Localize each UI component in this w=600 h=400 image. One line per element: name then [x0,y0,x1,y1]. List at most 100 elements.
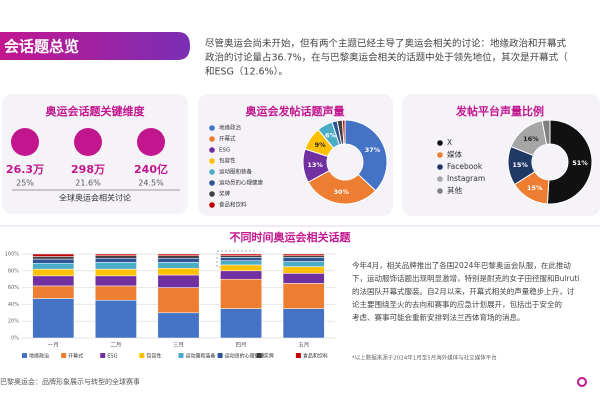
kpi-title: 奥运会话题关键维度 [45,104,146,118]
data-label: 6% [325,132,337,140]
legend-label: 开幕式 [219,135,236,143]
pie-slice [341,119,346,145]
legend-swatch [209,169,215,175]
bar-segment [94,257,137,263]
pie-slice [541,119,551,145]
chart-title: 奥运会发帖话题声量 [245,104,345,118]
legend-swatch [209,191,215,197]
insight-line: 论主要围绕圣火的去向和赛事的应急计划展开，包括出于安全的 [352,299,562,309]
bar-segment [94,285,137,301]
y-tick-label: 100% [5,252,20,258]
legend-swatch [61,353,67,358]
intro-line: 政治的讨论量占36.7%，在与巴黎奥运会相关的话题中处于领先地位，其次是开幕式（ [205,52,568,64]
x-tick-label: 三月 [173,342,184,349]
pie-slice [344,119,388,192]
bar-segment [282,283,325,309]
x-tick-label: 二月 [110,342,121,349]
bar-segment [282,266,325,274]
bar-segment [157,268,200,276]
bar-segment [32,258,75,264]
data-label: 9% [315,141,327,149]
legend-label: 包容性 [146,353,161,360]
bar-segment [220,255,263,258]
bar-segment [94,255,137,259]
legend-swatch [437,164,443,170]
legend-swatch [100,353,106,358]
bar-segment [157,255,200,259]
legend-label: ESG [219,148,230,154]
intro-line: 和ESG（12.6%）。 [205,66,288,78]
data-label: 13% [307,161,323,169]
kpi-caption: 全球奥运会相关讨论 [59,193,131,203]
bar-segment [282,261,325,267]
legend-label: 包容性 [219,157,236,165]
bar-segment [32,256,75,260]
kpi-label: 21.6% [75,179,101,188]
bar-segment [220,257,263,261]
bar-segment [32,275,75,287]
bar-segment [220,264,263,272]
chart-title: 不同时间奥运会相关话题 [230,230,352,244]
legend-label: Facebook [447,162,483,171]
legend-swatch [209,147,215,153]
kpi-label: 25% [16,179,34,188]
legend-label: 食品和饮料 [303,353,328,360]
legend-swatch [295,353,301,358]
bar-segment [282,255,325,258]
bar-segment [32,262,75,270]
legend-label: 其他 [447,185,462,195]
legend-label: 媒体 [447,149,462,159]
logo [577,377,587,387]
legend-swatch [178,353,184,358]
legend-label: 食品和饮料 [219,201,247,209]
legend-swatch [437,140,443,146]
legend-label: X [447,138,452,147]
bar-segment [282,253,325,256]
data-label: 30% [333,188,349,196]
bar-segment [220,253,263,256]
legend-label: Instagram [447,174,485,183]
bar-segment [32,253,75,257]
bar-segment [32,285,75,299]
bar-segment [94,268,137,277]
pie-slice [546,119,593,205]
legend-swatch [256,353,262,358]
bar-segment [220,308,263,339]
bar-segment [157,257,200,263]
y-tick-label: 20% [8,319,19,325]
insight-line: 的法国队开幕式服装。自2月以来，开幕式相关的声量稳步上升，讨 [352,286,575,296]
data-label: 37% [365,146,381,154]
legend-swatch [209,202,215,208]
bar-segment [32,268,75,277]
footnote: *以上数据来源于2024年1月至5月海外媒体与社交媒体平台 [352,354,497,362]
legend-swatch [209,180,215,186]
kpi-label: 24.5% [138,179,164,188]
bar-segment [94,275,137,287]
chart-title: 发帖平台声量比例 [455,104,544,118]
kpi-value: 298万 [71,163,105,176]
bar-segment [157,274,200,288]
kpi-icon [137,128,165,156]
legend-swatch [22,353,27,358]
legend-swatch [209,158,215,164]
bar-segment [220,260,263,266]
y-tick-label: 60% [8,285,19,291]
bar-segment [157,253,200,256]
y-tick-label: 80% [8,268,19,274]
legend-label: 奖牌 [264,353,274,360]
intro-line: 尽管奥运会尚未开始，但有两个主题已经主导了奥运会相关的讨论：地缘政治和开幕式 [205,38,567,50]
legend-swatch [437,188,443,194]
kpi-value: 26.3万 [6,163,44,176]
legend-label: 运动服和装备 [186,353,216,360]
data-label: 15% [512,161,528,169]
legend-label: 运动员的心理健康 [219,179,264,187]
bar-segment [157,262,200,269]
insight-line: 考虑、赛事可能会重新安排到法兰西体育场的消息。 [352,312,525,322]
bar-segment [94,262,137,270]
legend-swatch [437,152,443,158]
legend-swatch [437,176,443,182]
bar-segment [94,299,137,339]
legend-swatch [209,125,215,131]
